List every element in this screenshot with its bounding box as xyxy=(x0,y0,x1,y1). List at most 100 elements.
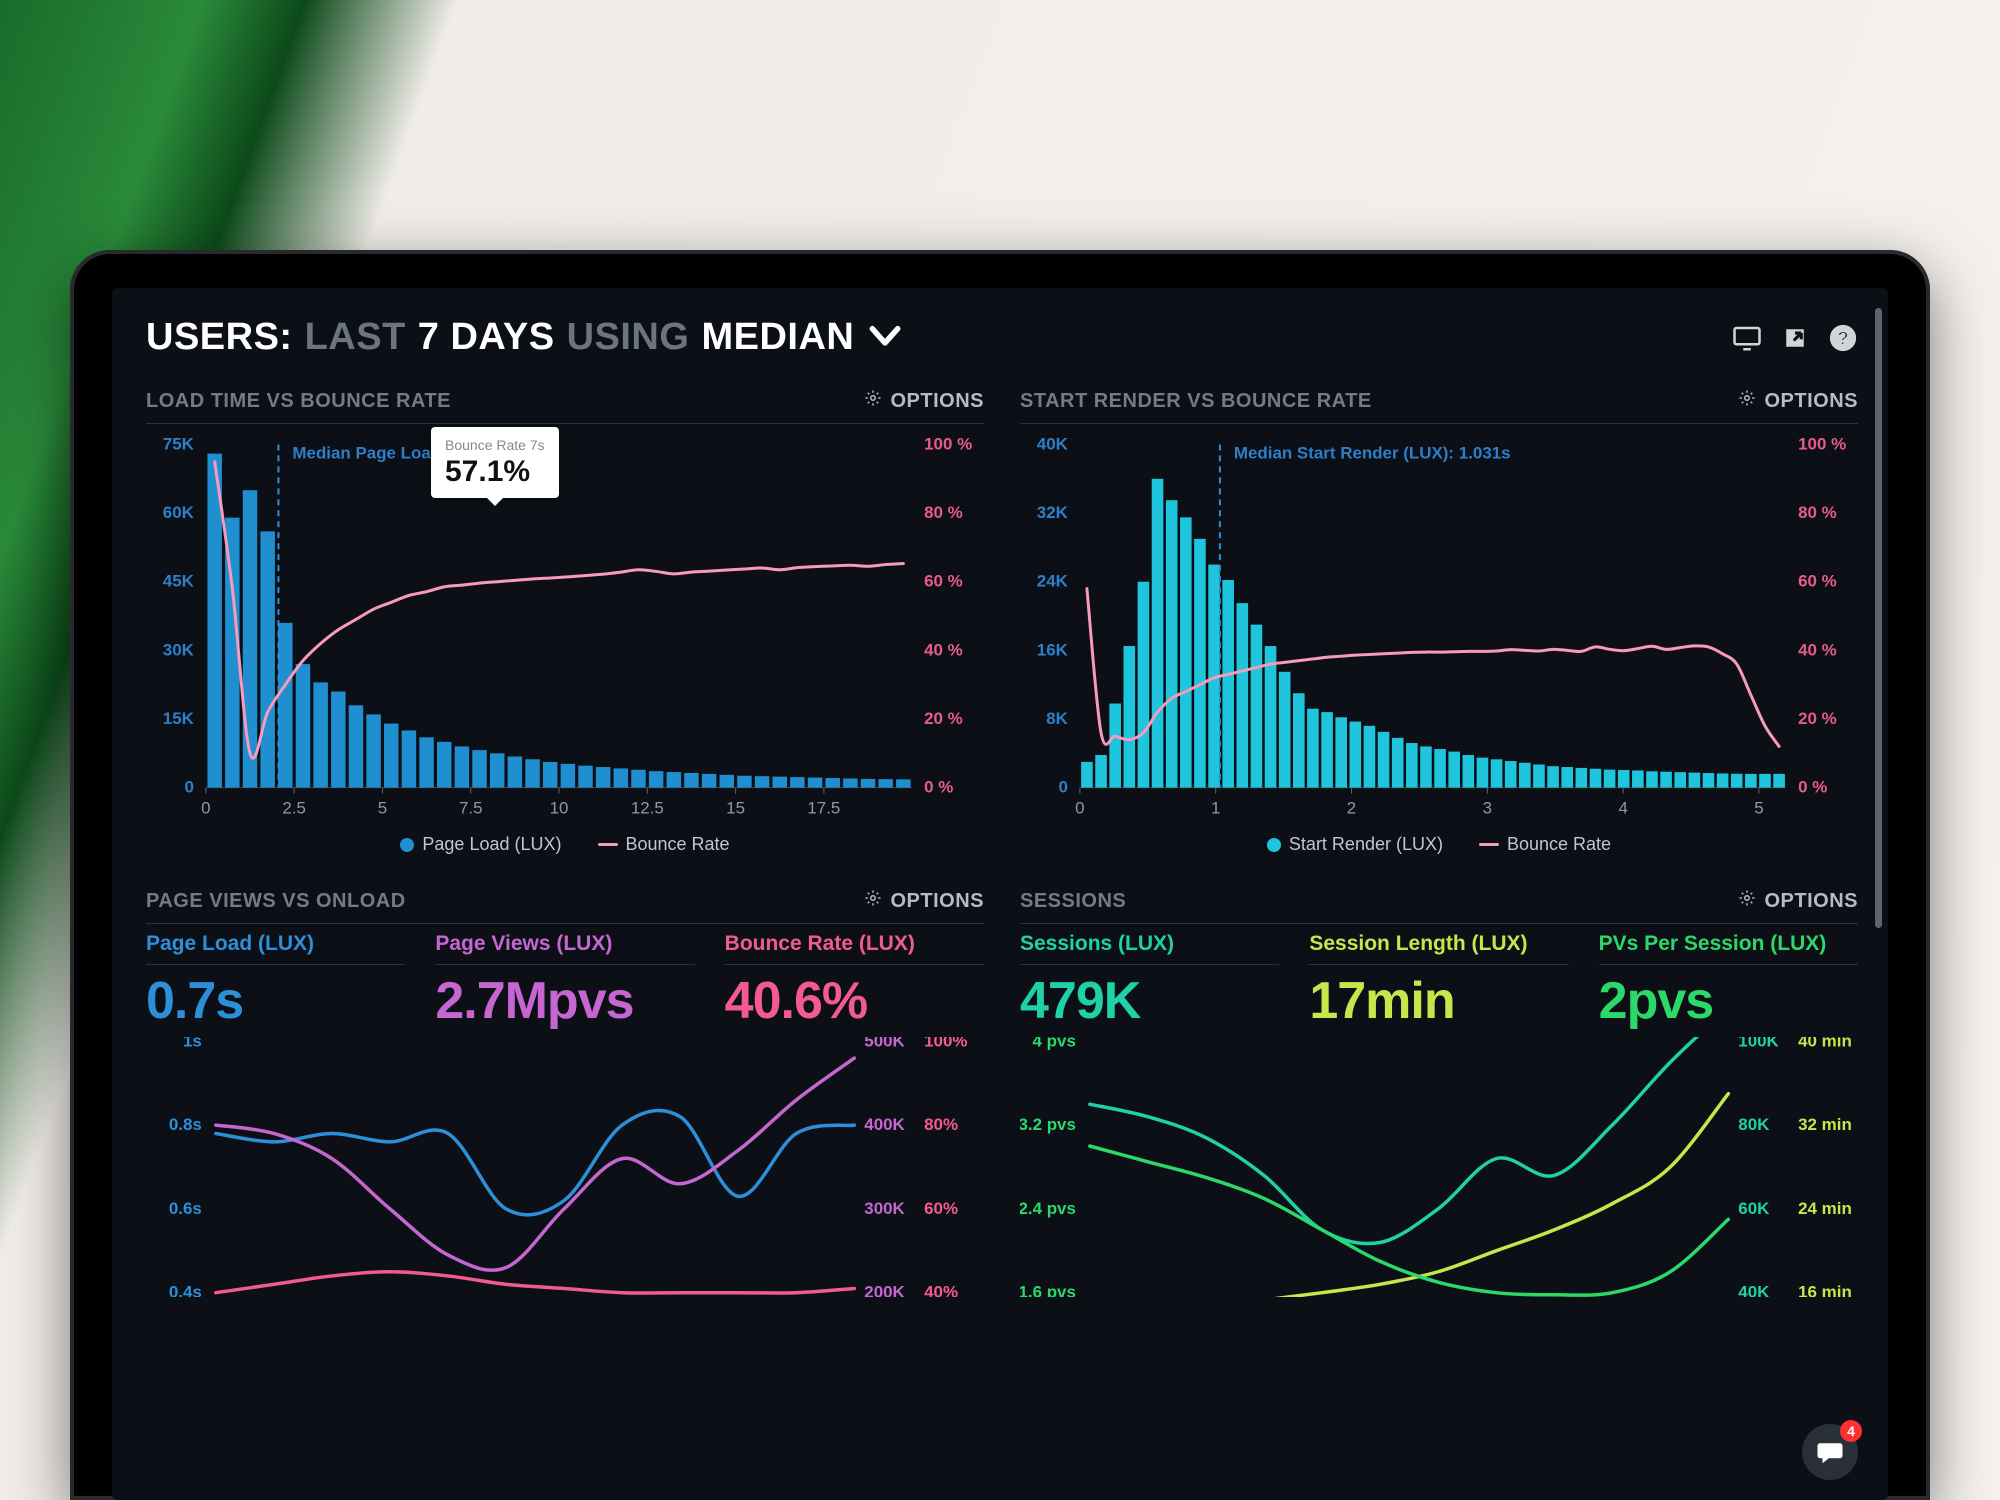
options-label: OPTIONS xyxy=(1764,390,1858,413)
help-icon[interactable]: ? xyxy=(1828,323,1858,353)
header-icons: ? xyxy=(1732,323,1858,353)
legend-bar: Page Load (LUX) xyxy=(422,834,561,855)
stat-label: Page Views (LUX) xyxy=(435,932,694,965)
stat-row: Sessions (LUX) 479K Session Length (LUX) 17… xyxy=(1020,932,1858,1031)
svg-text:45K: 45K xyxy=(163,572,195,591)
options-button[interactable]: OPTIONS xyxy=(864,389,984,413)
svg-text:60 %: 60 % xyxy=(924,572,963,591)
panel-title: PAGE VIEWS VS ONLOAD xyxy=(146,890,406,913)
stat-value: 479K xyxy=(1020,971,1279,1031)
stat-block: Session Length (LUX) 17min xyxy=(1309,932,1568,1031)
svg-text:400K: 400K xyxy=(864,1115,905,1134)
svg-text:0 %: 0 % xyxy=(1798,778,1827,797)
share-icon[interactable] xyxy=(1780,323,1810,353)
svg-text:15K: 15K xyxy=(163,709,195,728)
stat-block: Sessions (LUX) 479K xyxy=(1020,932,1279,1031)
svg-text:500K: 500K xyxy=(864,1037,905,1050)
stat-value: 2pvs xyxy=(1599,971,1858,1031)
svg-text:24K: 24K xyxy=(1037,572,1069,591)
stat-block: Bounce Rate (LUX)40.6% xyxy=(725,932,984,1031)
panel-title: SESSIONS xyxy=(1020,890,1126,913)
svg-text:16 min: 16 min xyxy=(1798,1283,1852,1297)
svg-text:32 min: 32 min xyxy=(1798,1115,1852,1134)
svg-text:20 %: 20 % xyxy=(924,709,963,728)
chart-legend: Page Load (LUX) Bounce Rate xyxy=(146,834,984,855)
svg-text:40 %: 40 % xyxy=(924,640,963,659)
svg-text:2.5: 2.5 xyxy=(282,799,306,818)
svg-text:0: 0 xyxy=(1058,778,1067,797)
chart-page-views[interactable]: 1s0.8s0.6s0.4s500K100%400K80%300K60%200K… xyxy=(146,1037,984,1297)
tooltip-title: Bounce Rate 7s xyxy=(445,437,545,454)
stat-value: 2.7Mpvs xyxy=(435,971,694,1031)
chart-start-render[interactable]: 08K16K24K32K40K0 %20 %40 %60 %80 %100 %0… xyxy=(1020,432,1858,832)
gear-icon xyxy=(864,389,882,413)
svg-text:Median Start Render (LUX): 1.0: Median Start Render (LUX): 1.031s xyxy=(1234,443,1511,462)
stat-block: Page Load (LUX)0.7s xyxy=(146,932,405,1031)
svg-text:5: 5 xyxy=(378,799,387,818)
svg-text:30K: 30K xyxy=(163,640,195,659)
stat-label: Page Load (LUX) xyxy=(146,932,405,965)
svg-text:4 pvs: 4 pvs xyxy=(1033,1037,1076,1050)
svg-text:2: 2 xyxy=(1347,799,1356,818)
svg-text:1: 1 xyxy=(1211,799,1220,818)
svg-text:60K: 60K xyxy=(163,503,195,522)
chart-sessions[interactable]: 4 pvs3.2 pvs2.4 pvs1.6 pvs100K40 min80K3… xyxy=(1020,1037,1858,1297)
stat-block: PVs Per Session (LUX) 2pvs xyxy=(1599,932,1858,1031)
svg-text:40 %: 40 % xyxy=(1798,640,1837,659)
stat-label: Sessions (LUX) xyxy=(1020,932,1279,965)
panel-title: LOAD TIME VS BOUNCE RATE xyxy=(146,390,451,413)
svg-text:0.6s: 0.6s xyxy=(169,1199,202,1218)
svg-text:17.5: 17.5 xyxy=(807,799,840,818)
scrollbar[interactable] xyxy=(1875,308,1882,928)
chart-load-time[interactable]: 015K30K45K60K75K0 %20 %40 %60 %80 %100 %… xyxy=(146,432,984,832)
stat-row: Page Load (LUX)0.7s Page Views (LUX) 2.7Mp… xyxy=(146,932,984,1031)
legend-bar: Start Render (LUX) xyxy=(1289,834,1443,855)
title-p2: LAST xyxy=(305,316,406,359)
svg-text:7.5: 7.5 xyxy=(459,799,483,818)
monitor-icon[interactable] xyxy=(1732,323,1762,353)
svg-text:200K: 200K xyxy=(864,1283,905,1297)
options-button[interactable]: OPTIONS xyxy=(1738,389,1858,413)
svg-text:75K: 75K xyxy=(163,434,195,453)
svg-text:100 %: 100 % xyxy=(924,434,972,453)
chat-badge: 4 xyxy=(1840,1420,1862,1442)
stat-block: Page Views (LUX) 2.7Mpvs xyxy=(435,932,694,1031)
title-p5: MEDIAN xyxy=(701,316,854,359)
svg-text:0.4s: 0.4s xyxy=(169,1283,202,1297)
svg-text:100%: 100% xyxy=(924,1037,967,1050)
svg-text:80 %: 80 % xyxy=(1798,503,1837,522)
options-label: OPTIONS xyxy=(890,890,984,913)
svg-text:4: 4 xyxy=(1618,799,1627,818)
svg-text:300K: 300K xyxy=(864,1199,905,1218)
svg-text:10: 10 xyxy=(550,799,569,818)
svg-text:0: 0 xyxy=(1075,799,1084,818)
laptop-frame: USERS: LAST 7 DAYS USING MEDIAN xyxy=(70,250,1930,1500)
chat-button[interactable]: 4 xyxy=(1802,1424,1858,1480)
panel-title: START RENDER VS BOUNCE RATE xyxy=(1020,390,1372,413)
svg-text:100K: 100K xyxy=(1738,1037,1779,1050)
options-button[interactable]: OPTIONS xyxy=(1738,889,1858,913)
svg-text:2.4 pvs: 2.4 pvs xyxy=(1020,1199,1076,1218)
stat-value: 40.6% xyxy=(725,971,984,1031)
options-button[interactable]: OPTIONS xyxy=(864,889,984,913)
panel-load-time-vs-bounce: LOAD TIME VS BOUNCE RATE OPTIONS 015K30K… xyxy=(146,389,984,855)
options-label: OPTIONS xyxy=(890,390,984,413)
stat-label: PVs Per Session (LUX) xyxy=(1599,932,1858,965)
stat-label: Session Length (LUX) xyxy=(1309,932,1568,965)
svg-text:0.8s: 0.8s xyxy=(169,1115,202,1134)
title-selector[interactable]: USERS: LAST 7 DAYS USING MEDIAN xyxy=(146,316,904,359)
svg-text:60%: 60% xyxy=(924,1199,958,1218)
svg-text:24 min: 24 min xyxy=(1798,1199,1852,1218)
svg-text:12.5: 12.5 xyxy=(631,799,664,818)
title-p3: 7 DAYS xyxy=(418,316,555,359)
svg-text:3: 3 xyxy=(1483,799,1492,818)
svg-text:5: 5 xyxy=(1754,799,1763,818)
stat-value: 17min xyxy=(1309,971,1568,1031)
svg-text:60K: 60K xyxy=(1738,1199,1770,1218)
svg-text:1s: 1s xyxy=(183,1037,202,1050)
legend-line: Bounce Rate xyxy=(626,834,730,855)
svg-text:80 %: 80 % xyxy=(924,503,963,522)
svg-text:32K: 32K xyxy=(1037,503,1069,522)
svg-text:8K: 8K xyxy=(1046,709,1068,728)
gear-icon xyxy=(1738,889,1756,913)
